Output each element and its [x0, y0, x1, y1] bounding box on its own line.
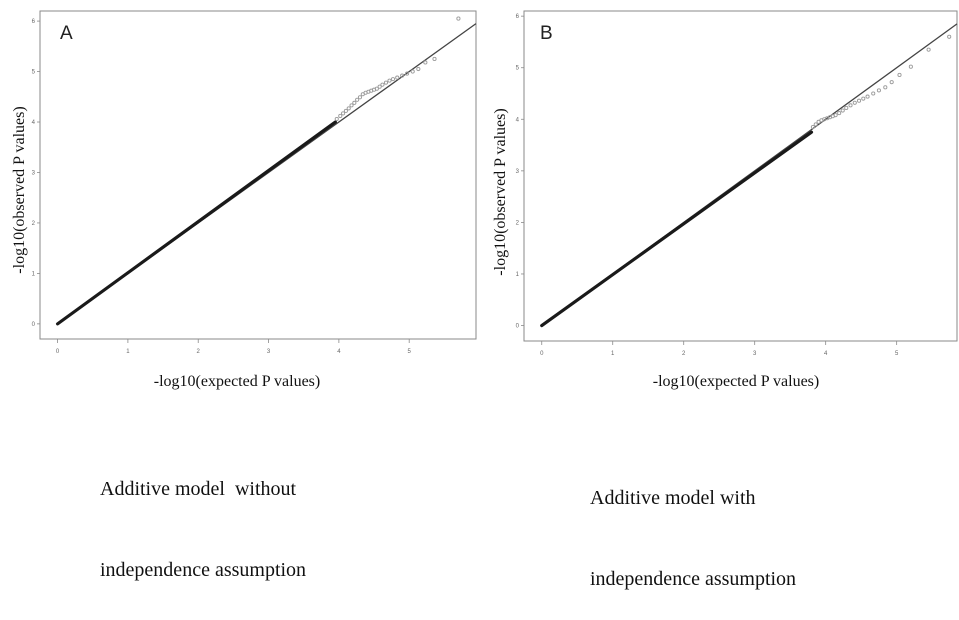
- panel-a-caption: Additive model without independence assu…: [100, 422, 306, 611]
- x-tick-label: 5: [895, 351, 899, 357]
- x-tick-label: 2: [197, 349, 201, 355]
- panel-b-y-axis-title: -log10(observed P values): [492, 108, 509, 275]
- panel-a-qq-plot: A 0 1 2 3 4 5 0 1 2 3 4 5 6 -log10(observed P value…: [11, 10, 477, 390]
- data-point: [349, 103, 354, 108]
- data-point: [833, 113, 838, 118]
- y-tick-label: 5: [32, 70, 36, 76]
- data-point: [813, 122, 818, 127]
- data-point: [338, 113, 343, 119]
- y-tick-label: 1: [32, 271, 36, 277]
- data-point: [395, 75, 400, 80]
- x-tick-label: 5: [408, 349, 412, 355]
- panel-b-y-ticks: 0 1 2 3 4 5 6: [516, 14, 524, 330]
- data-point: [387, 78, 392, 83]
- data-point: [897, 72, 902, 77]
- panel-b-label: B: [540, 23, 553, 44]
- x-tick-label: 2: [682, 351, 686, 357]
- data-point: [865, 94, 870, 99]
- data-point: [889, 80, 894, 85]
- data-point: [871, 91, 876, 96]
- data-point: [947, 34, 952, 39]
- panel-b-x-ticks: 0 1 2 3 4 5: [540, 341, 899, 357]
- data-point: [383, 80, 389, 85]
- data-point: [861, 96, 866, 101]
- panel-a-caption-line-2: independence assumption: [100, 559, 307, 581]
- data-point: [410, 69, 415, 74]
- x-tick-label: 0: [540, 351, 544, 357]
- data-point: [357, 95, 363, 100]
- panel-a-dense-points: [55, 120, 337, 326]
- y-tick-label: 4: [516, 117, 520, 123]
- x-tick-label: 3: [753, 351, 757, 357]
- x-tick-label: 3: [267, 349, 271, 355]
- panel-a-x-axis-title: -log10(expected P values): [154, 373, 320, 390]
- panel-b-x-axis-title: -log10(expected P values): [653, 373, 819, 390]
- panel-b-caption: Additive model with independence assumpt…: [590, 431, 796, 620]
- data-point: [432, 56, 437, 61]
- panel-a-label: A: [60, 23, 73, 44]
- y-tick-label: 6: [32, 19, 36, 25]
- data-point: [416, 66, 421, 72]
- panel-b-dense-points: [540, 130, 814, 328]
- data-point: [456, 16, 461, 21]
- x-tick-label: 1: [126, 349, 130, 355]
- data-point: [856, 98, 862, 103]
- panel-b-caption-line-2: independence assumption: [590, 568, 797, 590]
- panel-a-frame: [39, 10, 477, 340]
- data-point: [883, 85, 888, 90]
- y-tick-label: 5: [516, 66, 520, 72]
- panel-a-y-axis-title: -log10(observed P values): [11, 106, 28, 273]
- panel-b-outlier-points: [810, 34, 952, 130]
- data-point: [926, 47, 931, 52]
- data-point: [380, 82, 385, 87]
- x-tick-label: 4: [337, 349, 341, 355]
- data-point: [346, 106, 351, 111]
- data-point: [390, 77, 396, 82]
- panel-a-outlier-points: [334, 16, 461, 122]
- y-tick-label: 2: [516, 220, 520, 226]
- y-tick-label: 3: [32, 170, 36, 176]
- panel-a-x-ticks: 0 1 2 3 4 5: [56, 339, 412, 355]
- y-tick-label: 4: [32, 120, 36, 126]
- data-point: [355, 97, 360, 102]
- data-point: [334, 116, 339, 122]
- qq-plot-figure: A 0 1 2 3 4 5 0 1 2 3 4 5 6 -log10(observed P value…: [11, 10, 958, 390]
- data-point: [810, 124, 815, 130]
- x-tick-label: 4: [824, 351, 828, 357]
- data-point: [341, 111, 346, 116]
- y-tick-label: 6: [516, 14, 520, 20]
- x-tick-label: 1: [611, 351, 615, 357]
- data-point: [377, 84, 382, 89]
- data-point: [343, 108, 348, 113]
- panel-a-caption-line-1: Additive model without: [100, 478, 297, 500]
- data-point: [374, 86, 379, 91]
- data-point: [423, 60, 428, 65]
- data-point: [840, 108, 845, 113]
- x-tick-label: 0: [56, 349, 60, 355]
- data-point: [908, 64, 913, 69]
- data-point: [400, 73, 405, 78]
- data-point: [352, 100, 357, 105]
- y-tick-label: 2: [32, 221, 36, 227]
- data-point: [844, 105, 849, 110]
- y-tick-label: 1: [516, 272, 520, 278]
- data-point: [848, 103, 853, 108]
- data-point: [876, 88, 881, 93]
- data-point: [852, 100, 857, 105]
- y-tick-label: 0: [32, 322, 36, 328]
- panel-b-caption-line-1: Additive model with: [590, 487, 756, 509]
- panel-a-y-ticks: 0 1 2 3 4 5 6: [32, 19, 40, 328]
- y-tick-label: 0: [516, 324, 520, 330]
- data-point: [405, 71, 410, 76]
- data-point: [837, 111, 842, 116]
- panel-b-qq-plot: B 0 1 2 3 4 5 0 1 2 3 4 5 6 -log10(observed P value…: [492, 10, 958, 390]
- panel-b-frame: [523, 10, 958, 342]
- y-tick-label: 3: [516, 169, 520, 175]
